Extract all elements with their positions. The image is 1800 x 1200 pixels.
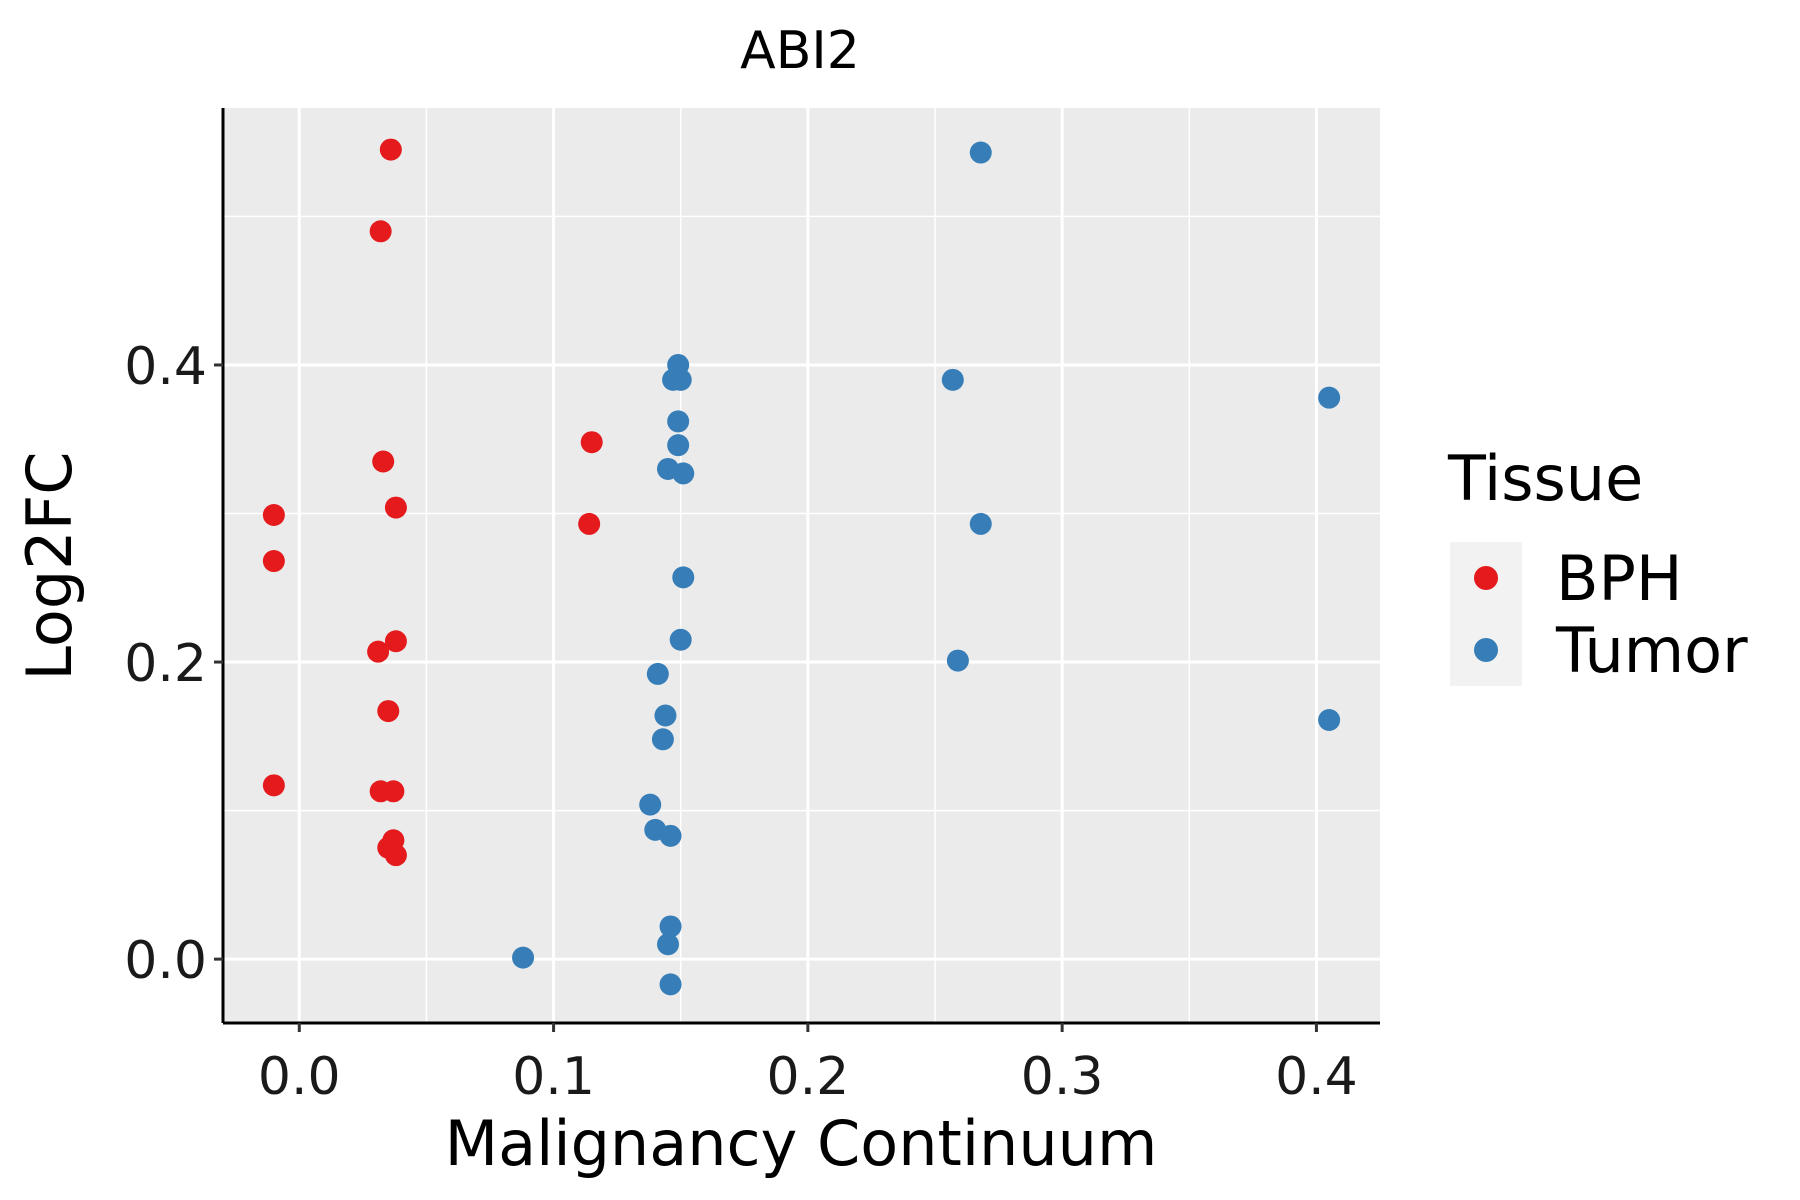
legend-key-bph [1474, 566, 1498, 590]
point-tumor-21 [659, 915, 682, 938]
point-bph-0 [379, 138, 402, 161]
point-tumor-6 [667, 410, 690, 433]
legend-label-tumor: Tumor [1555, 614, 1748, 687]
point-tumor-0 [969, 141, 992, 164]
x-axis-title: Malignancy Continuum [445, 1107, 1158, 1180]
y-axis-ticks: 0.0 0.2 0.4 [124, 337, 223, 991]
point-tumor-7 [667, 434, 690, 457]
legend: Tissue BPH Tumor [1447, 442, 1748, 687]
point-bph-2 [372, 450, 395, 473]
major-gridlines [223, 108, 1380, 1023]
point-tumor-12 [669, 628, 692, 651]
plot-panel [223, 108, 1380, 1023]
y-axis-title: Log2FC [13, 451, 86, 680]
x-tick-label-3: 0.3 [1021, 1047, 1104, 1107]
x-axis-ticks: 0.0 0.1 0.2 0.3 0.4 [258, 1023, 1358, 1107]
point-tumor-5 [1318, 386, 1341, 409]
x-tick-label-2: 0.2 [767, 1047, 850, 1107]
point-bph-7 [367, 640, 390, 663]
point-bph-6 [384, 630, 407, 653]
point-tumor-24 [512, 946, 535, 969]
legend-key-tumor [1474, 638, 1498, 662]
point-tumor-17 [651, 728, 674, 751]
point-bph-11 [382, 780, 405, 803]
chart-title: ABI2 [740, 21, 860, 81]
point-tumor-10 [969, 512, 992, 535]
minor-gridlines [223, 108, 1380, 1023]
point-bph-9 [262, 774, 285, 797]
point-bph-3 [384, 496, 407, 519]
point-tumor-18 [639, 793, 662, 816]
point-bph-14 [384, 844, 407, 867]
x-tick-label-4: 0.4 [1275, 1047, 1358, 1107]
point-tumor-14 [646, 662, 669, 685]
point-tumor-22 [657, 933, 679, 956]
point-tumor-9 [672, 462, 695, 485]
point-tumor-4 [941, 368, 964, 391]
legend-key-background [1450, 542, 1522, 686]
legend-label-bph: BPH [1556, 542, 1683, 615]
data-points [262, 138, 1341, 996]
x-tick-label-0: 0.0 [258, 1047, 341, 1107]
point-tumor-15 [654, 704, 677, 727]
x-tick-label-1: 0.1 [512, 1047, 595, 1107]
point-tumor-13 [946, 649, 969, 672]
point-bph-16 [578, 512, 601, 535]
point-tumor-23 [659, 973, 682, 996]
point-bph-1 [369, 220, 392, 243]
point-bph-4 [262, 503, 285, 526]
y-tick-label-1: 0.2 [124, 634, 207, 694]
point-tumor-20 [659, 824, 682, 847]
point-tumor-11 [672, 566, 695, 589]
point-bph-8 [377, 700, 400, 723]
y-tick-label-0: 0.0 [124, 931, 207, 991]
point-bph-15 [580, 431, 603, 454]
y-tick-label-2: 0.4 [124, 337, 207, 397]
point-tumor-16 [1318, 708, 1341, 731]
point-bph-5 [262, 550, 285, 573]
point-tumor-3 [669, 368, 692, 391]
legend-title: Tissue [1447, 442, 1643, 515]
